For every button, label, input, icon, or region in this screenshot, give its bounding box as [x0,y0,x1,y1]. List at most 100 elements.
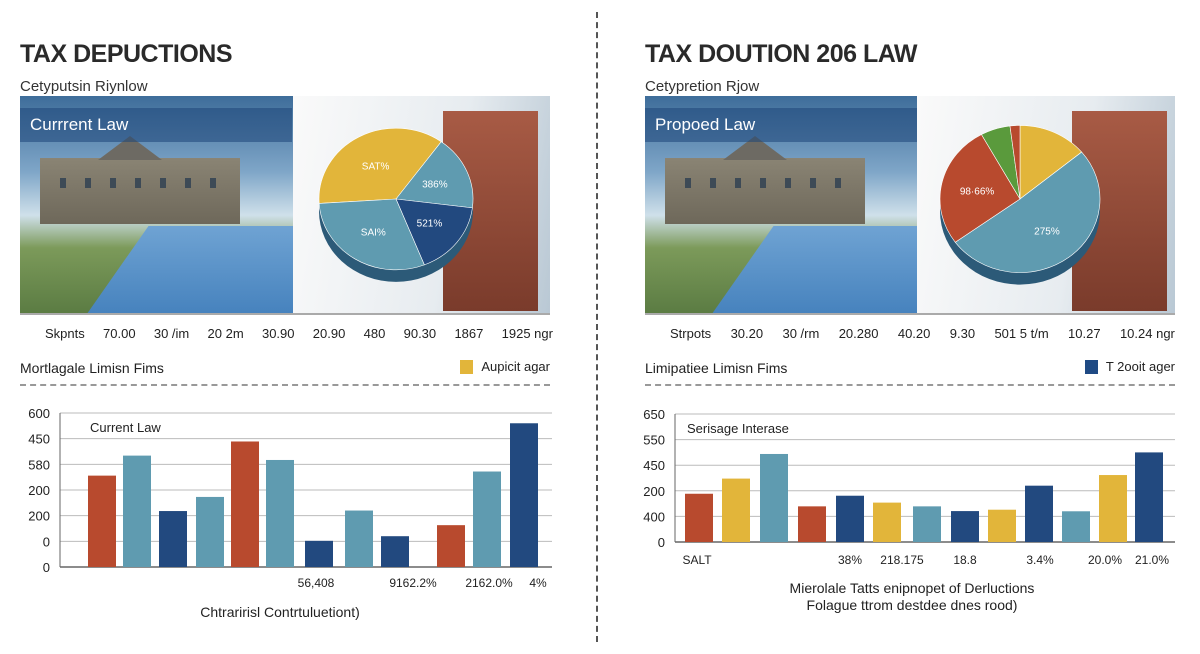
bar [381,536,409,567]
bar [798,506,826,542]
chart-title: Current Law [90,420,161,435]
x-tick-label: 20.0% [1088,553,1122,567]
ruler-label: 30 /im [153,326,190,341]
bar [913,506,941,542]
ruler-label: 30 /rm [782,326,820,341]
left-ruler [20,313,550,315]
legend-swatch [460,359,474,374]
x-tick-label: 218.175 [880,553,924,567]
pie-slice-label: SAI% [361,228,386,239]
x-tick-label: 4% [529,576,547,590]
pie-slice-label: 275% [1034,227,1060,238]
pie-slice [1009,125,1021,200]
left-photo: Currrent Law [20,96,293,313]
bar [266,459,294,567]
right-photo: Propoed Law [645,96,917,313]
pie-slice [954,151,1101,273]
ruler-label: 10.24 ngr [1119,326,1175,341]
left-bar-chart: 0 0 200 200 580 450 600 Current Law 56,408 9162.2… [28,406,552,590]
legend-label: T 2ooit ager [1105,359,1175,374]
ruler-label: 20.90 [312,326,346,341]
y-tick-label: 0 [43,534,50,549]
y-tick-label: 400 [643,509,665,524]
ruler-label: Strpots [670,326,712,341]
left-pie-panel: SAT% 386% 521% SAI% [293,96,550,313]
x-tick-label: 2162.0% [465,576,513,590]
chart-title: Serisage Interase [687,421,789,436]
bar [1135,452,1163,542]
y-tick-label: 200 [28,483,50,498]
ruler-label: 10.27 [1068,326,1101,341]
legend-swatch [1084,359,1098,374]
pie-slice [318,198,425,271]
ruler-label: Skpnts [45,326,85,341]
bar [1025,485,1053,542]
right-dashed-rule [645,384,1175,386]
bar [836,495,864,542]
bar [951,511,979,542]
y-tick-label: 600 [28,406,50,421]
ruler-label: 1867 [454,326,484,341]
bar [988,509,1016,542]
pie-slice [1019,125,1083,200]
y-tick-label: 0 [658,535,665,550]
right-pie-chart: 275% 98·66% [939,125,1101,285]
bar [473,471,501,567]
bar [159,511,187,567]
y-tick-label: 200 [643,484,665,499]
bar [196,496,224,567]
y-tick-label: 450 [643,458,665,473]
ruler-label: 20 2m [207,326,244,341]
y-tick-label: 200 [28,509,50,524]
ruler-label: 30.90 [261,326,295,341]
right-pie-panel: 275% 98·66% [917,96,1175,313]
pie-slice [318,127,442,204]
panel-divider [596,12,598,642]
bar [437,525,465,567]
proposed-law-label: Propoed Law [645,108,917,142]
x-tick-label: SALT [682,553,712,567]
bar [873,502,901,542]
pie-slice [395,141,474,209]
x-tick-label: 38% [838,553,862,567]
pie-slice-label: SAT% [362,161,390,172]
pie-slice-label: 98·66% [960,186,995,197]
y-tick-label: 0 [43,560,50,575]
bar [231,441,259,567]
left-legend-item: Aupicit agar [460,359,550,374]
bar [123,455,151,567]
right-subtitle: Cetypretion Rjow [645,78,760,95]
ruler-label: 9.30 [949,326,976,341]
right-ruler [645,313,1175,315]
bar [305,540,333,567]
left-pie-chart: SAT% 386% 521% SAI% [318,127,474,282]
left-title: TAX DEPUCTIONS [20,40,233,68]
bar [760,453,788,542]
y-tick-label: 550 [643,433,665,448]
right-legend-title: Limipatiee Limisn Fims [645,360,788,376]
ruler-label: 40.20 [897,326,931,341]
pie-slice-label: 521% [417,219,443,230]
x-tick-label: 9162.2% [389,576,437,590]
pie-slice [395,198,473,266]
right-legend-item: T 2ooit ager [1084,359,1175,374]
left-ruler-labels: Skpnts 70.00 30 /im 20 2m 30.90 20.90 480 90.30… [45,326,553,341]
pie-slice [939,134,1021,243]
x-tick-label: 21.0% [1135,553,1169,567]
right-footer-line-1: Mierolale Tatts enipnopet of Derluctions [789,580,1035,596]
bar [685,493,713,542]
right-ruler-labels: Strpots 30.20 30 /rm 20.280 40.20 9.30 501 5 t… [670,326,1175,341]
x-tick-label: 18.8 [953,553,977,567]
ruler-label: 20.280 [838,326,879,341]
current-law-label: Currrent Law [20,108,292,142]
ruler-label: 70.00 [103,326,136,341]
bar [510,423,538,567]
legend-label: Aupicit agar [481,359,550,374]
y-tick-label: 580 [28,457,50,472]
y-tick-label: 650 [643,407,665,422]
bar [88,475,116,567]
ruler-label: 501 5 t/m [994,326,1049,341]
left-dashed-rule [20,384,550,386]
bar [345,510,373,567]
bar [722,478,750,542]
